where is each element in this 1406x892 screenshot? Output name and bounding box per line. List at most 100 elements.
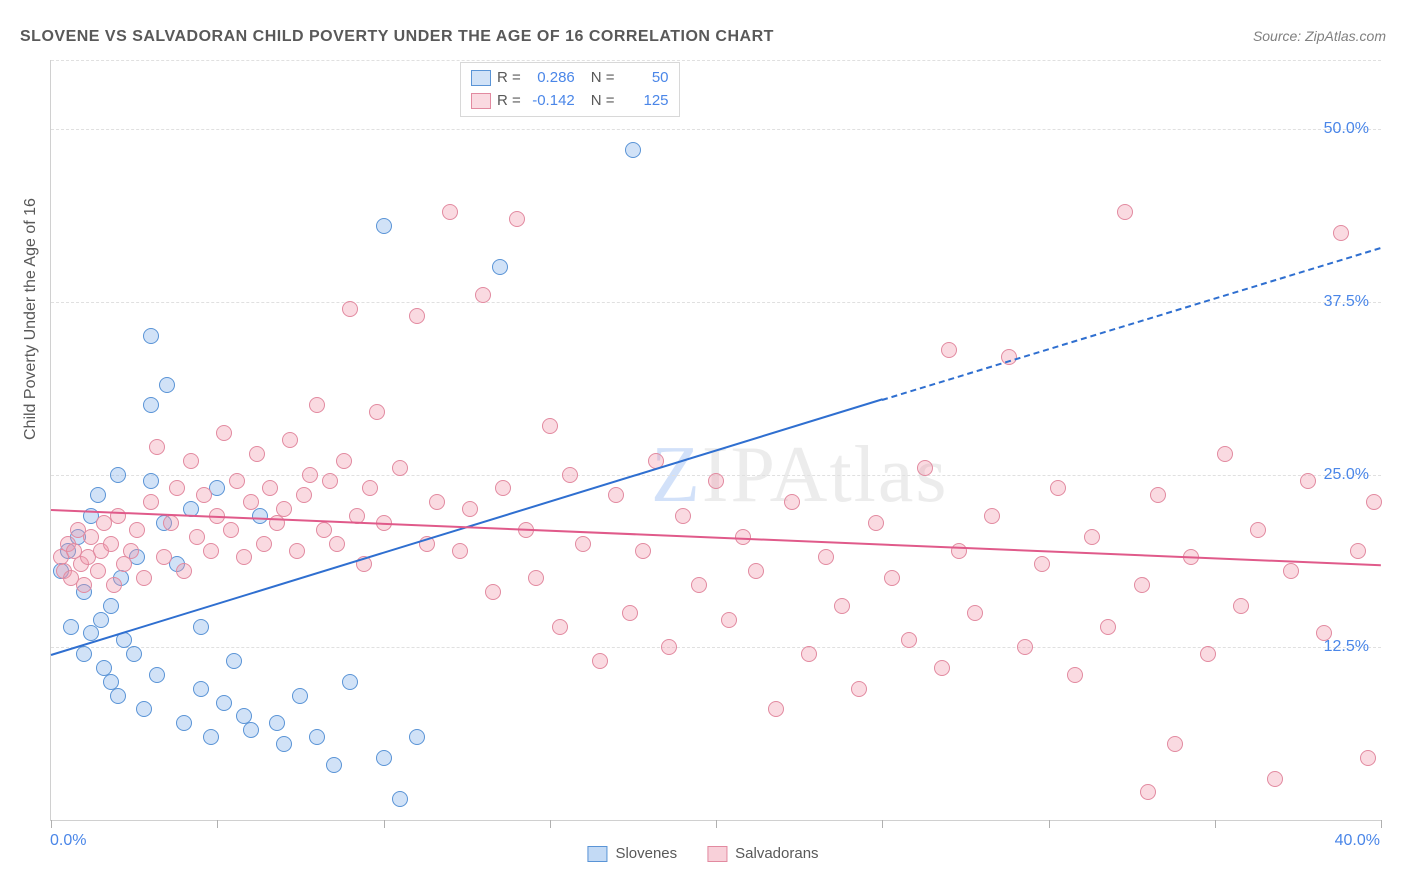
data-point xyxy=(1360,750,1376,766)
data-point xyxy=(951,543,967,559)
data-point xyxy=(229,473,245,489)
data-point xyxy=(941,342,957,358)
data-point xyxy=(63,619,79,635)
data-point xyxy=(409,729,425,745)
data-point xyxy=(1067,667,1083,683)
data-point xyxy=(123,543,139,559)
y-tick-label: 25.0% xyxy=(1324,466,1369,484)
data-point xyxy=(1017,639,1033,655)
data-point xyxy=(129,522,145,538)
legend-swatch xyxy=(707,846,727,862)
y-tick-label: 37.5% xyxy=(1324,293,1369,311)
data-point xyxy=(884,570,900,586)
data-point xyxy=(509,211,525,227)
legend-n-value: 125 xyxy=(621,90,669,113)
data-point xyxy=(1217,446,1233,462)
data-point xyxy=(143,328,159,344)
data-point xyxy=(442,204,458,220)
data-point xyxy=(475,287,491,303)
data-point xyxy=(223,522,239,538)
data-point xyxy=(183,453,199,469)
data-point xyxy=(76,646,92,662)
data-point xyxy=(622,605,638,621)
x-tick xyxy=(1215,820,1216,828)
data-point xyxy=(193,619,209,635)
x-tick xyxy=(1381,820,1382,828)
data-point xyxy=(967,605,983,621)
legend-swatch xyxy=(471,70,491,86)
data-point xyxy=(103,598,119,614)
data-point xyxy=(552,619,568,635)
data-point xyxy=(316,522,332,538)
data-point xyxy=(542,418,558,434)
data-point xyxy=(1140,784,1156,800)
data-point xyxy=(784,494,800,510)
x-tick xyxy=(882,820,883,828)
data-point xyxy=(562,467,578,483)
data-point xyxy=(203,543,219,559)
data-point xyxy=(143,473,159,489)
data-point xyxy=(226,653,242,669)
data-point xyxy=(376,750,392,766)
data-point xyxy=(329,536,345,552)
data-point xyxy=(216,695,232,711)
data-point xyxy=(169,480,185,496)
gridline xyxy=(51,302,1381,303)
data-point xyxy=(143,397,159,413)
data-point xyxy=(818,549,834,565)
data-point xyxy=(106,577,122,593)
data-point xyxy=(159,377,175,393)
data-point xyxy=(1333,225,1349,241)
data-point xyxy=(376,218,392,234)
data-point xyxy=(917,460,933,476)
data-point xyxy=(984,508,1000,524)
data-point xyxy=(289,543,305,559)
bottom-legend-item: Slovenes xyxy=(587,845,677,862)
legend-swatch xyxy=(587,846,607,862)
data-point xyxy=(252,508,268,524)
data-point xyxy=(156,549,172,565)
data-point xyxy=(721,612,737,628)
legend-n-label: N = xyxy=(591,67,615,90)
data-point xyxy=(216,425,232,441)
data-point xyxy=(409,308,425,324)
data-point xyxy=(801,646,817,662)
data-point xyxy=(126,646,142,662)
chart-container: SLOVENE VS SALVADORAN CHILD POVERTY UNDE… xyxy=(0,0,1406,892)
stats-legend: R =0.286N =50R =-0.142N =125 xyxy=(460,62,680,117)
data-point xyxy=(163,515,179,531)
data-point xyxy=(176,715,192,731)
data-point xyxy=(309,397,325,413)
data-point xyxy=(934,660,950,676)
data-point xyxy=(1034,556,1050,572)
data-point xyxy=(1050,480,1066,496)
data-point xyxy=(193,681,209,697)
data-point xyxy=(748,563,764,579)
x-tick xyxy=(550,820,551,828)
data-point xyxy=(1300,473,1316,489)
data-point xyxy=(1233,598,1249,614)
x-tick xyxy=(384,820,385,828)
data-point xyxy=(203,729,219,745)
data-point xyxy=(392,791,408,807)
data-point xyxy=(708,473,724,489)
bottom-legend-item: Salvadorans xyxy=(707,845,818,862)
data-point xyxy=(1316,625,1332,641)
gridline xyxy=(51,647,1381,648)
data-point xyxy=(282,432,298,448)
data-point xyxy=(292,688,308,704)
legend-swatch xyxy=(471,93,491,109)
legend-label: Slovenes xyxy=(615,845,677,862)
data-point xyxy=(452,543,468,559)
data-point xyxy=(1117,204,1133,220)
data-point xyxy=(149,439,165,455)
data-point xyxy=(635,543,651,559)
data-point xyxy=(495,480,511,496)
data-point xyxy=(103,536,119,552)
data-point xyxy=(189,529,205,545)
data-point xyxy=(262,480,278,496)
data-point xyxy=(336,453,352,469)
data-point xyxy=(143,494,159,510)
data-point xyxy=(76,577,92,593)
data-point xyxy=(592,653,608,669)
